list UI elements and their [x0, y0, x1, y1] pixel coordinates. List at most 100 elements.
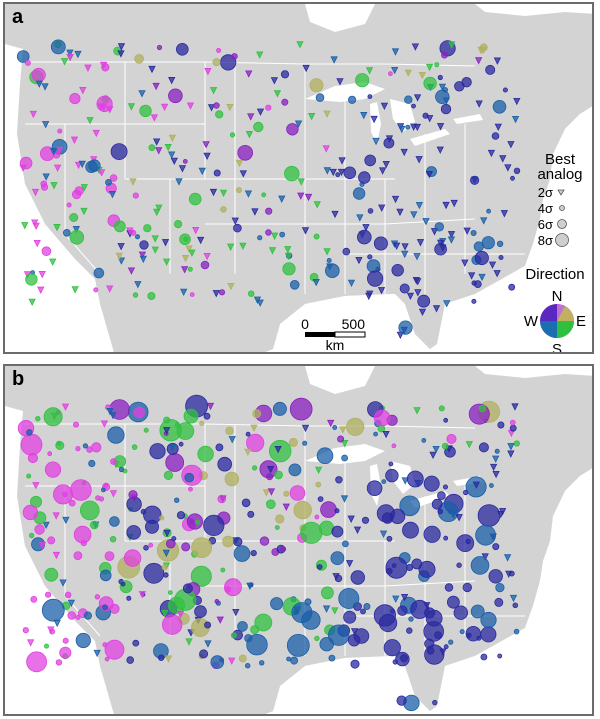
analog-triangle-marker — [284, 252, 293, 261]
analog-circle-marker — [513, 628, 520, 635]
analog-triangle-marker — [52, 512, 60, 520]
analog-circle-marker — [144, 519, 159, 534]
analog-circle-marker — [280, 70, 290, 79]
analog-triangle-marker — [176, 610, 185, 619]
analog-circle-marker — [456, 534, 475, 553]
analog-circle-marker — [508, 283, 516, 291]
wheel-quadrant-se — [557, 321, 574, 338]
analog-triangle-marker — [150, 114, 159, 122]
analog-triangle-marker — [92, 129, 100, 138]
analog-triangle-marker — [492, 455, 500, 463]
analog-triangle-marker — [62, 516, 70, 525]
analog-circle-marker — [50, 39, 66, 55]
analog-circle-marker — [502, 87, 508, 93]
analog-circle-marker — [366, 259, 381, 273]
analog-triangle-marker — [336, 78, 344, 86]
analog-circle-marker — [495, 583, 505, 593]
analog-circle-marker — [82, 443, 89, 449]
analog-triangle-marker — [297, 192, 305, 200]
analog-circle-marker — [216, 48, 222, 54]
analog-triangle-marker — [47, 626, 55, 634]
analog-triangle-marker — [331, 607, 339, 615]
analog-circle-marker — [361, 516, 370, 524]
analog-circle-marker — [241, 498, 251, 508]
analog-triangle-marker — [382, 430, 390, 439]
analog-triangle-marker — [93, 649, 101, 658]
analog-triangle-marker — [38, 542, 47, 550]
analog-circle-marker — [25, 273, 38, 286]
analog-triangle-marker — [270, 77, 279, 85]
analog-circle-marker — [266, 473, 274, 481]
analog-triangle-marker — [55, 146, 64, 155]
analog-circle-marker — [290, 656, 299, 665]
analog-triangle-marker — [338, 157, 346, 165]
analog-circle-marker — [283, 490, 290, 497]
analog-circle-marker — [213, 169, 221, 177]
lake-erie — [410, 129, 450, 146]
analog-triangle-marker — [127, 103, 136, 111]
analog-triangle-marker — [268, 247, 277, 255]
analog-circle-marker — [190, 565, 212, 587]
analog-circle-marker — [342, 247, 351, 256]
analog-triangle-marker — [109, 412, 117, 420]
scale-bar-black — [305, 332, 335, 337]
analog-circle-marker — [215, 110, 224, 119]
analog-triangle-marker — [411, 43, 420, 51]
analog-triangle-marker — [448, 41, 456, 49]
analog-circle-marker — [230, 632, 237, 639]
analog-circle-marker — [286, 123, 299, 136]
analog-triangle-marker — [478, 273, 486, 282]
analog-triangle-marker — [61, 403, 70, 411]
analog-triangle-marker — [509, 594, 518, 603]
analog-circle-marker — [406, 627, 413, 634]
map-b — [5, 366, 592, 714]
analog-circle-marker — [166, 538, 176, 549]
analog-circle-marker — [161, 614, 183, 635]
analog-triangle-marker — [415, 156, 423, 164]
analog-triangle-marker — [117, 243, 125, 251]
analog-triangle-marker — [67, 599, 76, 608]
analog-circle-marker — [406, 563, 414, 571]
analog-circle-marker — [220, 206, 227, 213]
map-panel-b: b — [3, 364, 594, 716]
analog-circle-marker — [186, 513, 203, 530]
analog-triangle-marker — [301, 227, 310, 235]
analog-triangle-marker — [117, 50, 125, 58]
analog-triangle-marker — [406, 292, 415, 301]
analog-circle-marker — [224, 586, 231, 593]
analog-circle-marker — [44, 567, 59, 582]
analog-circle-marker — [91, 442, 102, 453]
analog-triangle-marker — [99, 103, 108, 111]
analog-triangle-marker — [493, 57, 502, 65]
analog-circle-marker — [396, 695, 407, 706]
analog-circle-marker — [218, 289, 226, 296]
analog-circle-marker — [316, 447, 334, 464]
analog-circle-marker — [265, 104, 272, 111]
analog-circle-marker — [462, 582, 473, 593]
analog-circle-marker — [405, 124, 411, 130]
analog-triangle-marker — [163, 427, 171, 435]
analog-circle-marker — [492, 543, 500, 551]
analog-circle-marker — [386, 535, 393, 542]
legend-circle-marker — [559, 205, 565, 211]
analog-circle-marker — [462, 489, 469, 496]
analog-circle-marker — [314, 514, 320, 520]
analog-circle-marker — [475, 524, 497, 546]
analog-triangle-marker — [204, 640, 212, 648]
analog-triangle-marker — [246, 582, 254, 591]
direction-wheel — [540, 304, 574, 338]
analog-circle-marker — [486, 208, 492, 214]
analog-circle-marker — [231, 53, 238, 60]
analog-triangle-marker — [400, 593, 409, 602]
analog-triangle-marker — [398, 125, 406, 134]
analog-triangle-marker — [256, 299, 264, 307]
analog-circle-marker — [497, 421, 505, 429]
analog-triangle-marker — [98, 169, 106, 177]
analog-triangle-marker — [273, 90, 282, 98]
wheel-quadrant-sw — [540, 321, 557, 338]
analog-circle-marker — [442, 484, 448, 490]
analog-circle-marker — [446, 595, 460, 609]
analog-circle-marker — [289, 397, 313, 421]
legend-circle-marker — [555, 233, 569, 247]
